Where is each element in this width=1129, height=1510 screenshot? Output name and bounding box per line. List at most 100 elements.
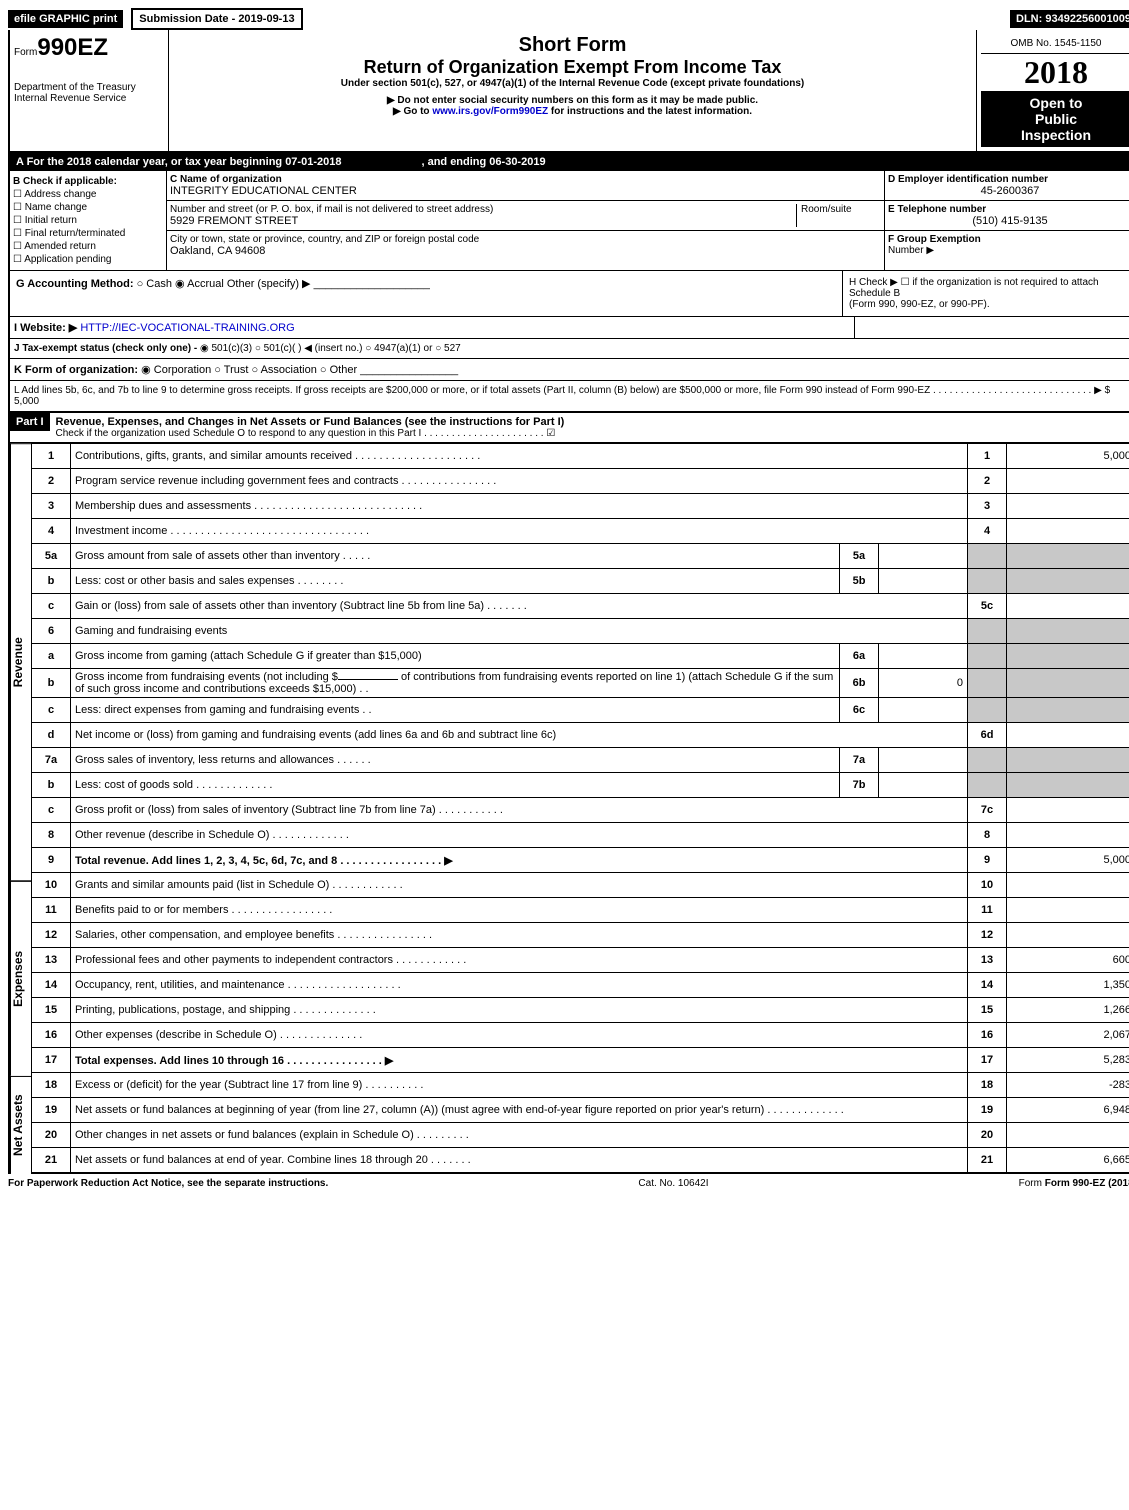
lines-table: 1Contributions, gifts, grants, and simil… [31, 443, 1129, 1174]
line-6c: cLess: direct expenses from gaming and f… [32, 698, 1129, 723]
line-7b: bLess: cost of goods sold . . . . . . . … [32, 773, 1129, 798]
goto-line: ▶ Go to www.irs.gov/Form990EZ for instru… [173, 106, 972, 117]
open-line-1: Open to [985, 95, 1127, 111]
goto-link[interactable]: www.irs.gov/Form990EZ [432, 106, 548, 117]
addr-label: Number and street (or P. O. box, if mail… [170, 204, 796, 215]
form-id-cell: Form990EZ Department of the Treasury Int… [10, 30, 169, 151]
accounting-cash[interactable]: ○ Cash [137, 278, 172, 290]
efile-print-button[interactable]: efile GRAPHIC print [8, 10, 123, 28]
line-16: 16Other expenses (describe in Schedule O… [32, 1023, 1129, 1048]
line-6a: aGross income from gaming (attach Schedu… [32, 644, 1129, 669]
section-g-label: G Accounting Method: [16, 278, 134, 290]
line-3: 3Membership dues and assessments . . . .… [32, 494, 1129, 519]
open-line-2: Public [985, 111, 1127, 127]
section-f-label: F Group Exemption [888, 234, 1129, 245]
form-title-cell: Short Form Return of Organization Exempt… [169, 30, 976, 151]
section-j-row: J Tax-exempt status (check only one) - ◉… [8, 339, 1129, 359]
section-c-block: C Name of organization INTEGRITY EDUCATI… [167, 171, 884, 270]
line-1: 1Contributions, gifts, grants, and simil… [32, 444, 1129, 469]
info-block: B Check if applicable: ☐ Address change … [8, 171, 1129, 271]
side-labels: Revenue Expenses Net Assets [10, 443, 31, 1174]
section-h: H Check ▶ ☐ if the organization is not r… [842, 271, 1129, 316]
period-row: A For the 2018 calendar year, or tax yea… [8, 153, 1129, 171]
gh-row: G Accounting Method: ○ Cash ◉ Accrual Ot… [8, 271, 1129, 317]
line-5a: 5aGross amount from sale of assets other… [32, 544, 1129, 569]
group-exemption-number: Number ▶ [888, 245, 1129, 256]
footer-right: Form Form 990-EZ (2018) [1019, 1178, 1129, 1189]
section-i-label: I Website: ▶ [14, 322, 77, 334]
accounting-accrual[interactable]: ◉ Accrual [175, 278, 224, 290]
line-4: 4Investment income . . . . . . . . . . .… [32, 519, 1129, 544]
form-of-org-options[interactable]: ◉ Corporation ○ Trust ○ Association ○ Ot… [141, 364, 357, 376]
line-2: 2Program service revenue including gover… [32, 469, 1129, 494]
city-label: City or town, state or province, country… [170, 234, 881, 245]
subtitle: Under section 501(c), 527, or 4947(a)(1)… [173, 78, 972, 89]
sidebar-netassets: Net Assets [10, 1076, 31, 1174]
section-h-sub: (Form 990, 990-EZ, or 990-PF). [849, 299, 1129, 310]
street-address: 5929 FREMONT STREET [170, 215, 796, 227]
omb-number: OMB No. 1545-1150 [981, 34, 1129, 54]
line-13: 13Professional fees and other payments t… [32, 948, 1129, 973]
line-14: 14Occupancy, rent, utilities, and mainte… [32, 973, 1129, 998]
section-k-row: K Form of organization: ◉ Corporation ○ … [8, 359, 1129, 381]
line-12: 12Salaries, other compensation, and empl… [32, 923, 1129, 948]
goto-post: for instructions and the latest informat… [548, 106, 752, 117]
submission-date: Submission Date - 2019-09-13 [131, 8, 302, 30]
section-d-label: D Employer identification number [888, 174, 1129, 185]
check-address-change[interactable]: ☐ Address change [13, 189, 163, 200]
short-form-label: Short Form [173, 34, 972, 57]
website-link[interactable]: HTTP://IEC-VOCATIONAL-TRAINING.ORG [80, 322, 294, 334]
ein-value: 45-2600367 [888, 185, 1129, 197]
form-header: Form990EZ Department of the Treasury Int… [8, 30, 1129, 153]
check-name-change[interactable]: ☐ Name change [13, 202, 163, 213]
footer: For Paperwork Reduction Act Notice, see … [8, 1174, 1129, 1189]
check-application-pending[interactable]: ☐ Application pending [13, 254, 163, 265]
line-9: 9Total revenue. Add lines 1, 2, 3, 4, 5c… [32, 848, 1129, 873]
check-initial-return[interactable]: ☐ Initial return [13, 215, 163, 226]
section-c-label: C Name of organization [170, 174, 881, 185]
line-7c: cGross profit or (loss) from sales of in… [32, 798, 1129, 823]
phone-value: (510) 415-9135 [888, 215, 1129, 227]
line-20: 20Other changes in net assets or fund ba… [32, 1123, 1129, 1148]
l6b-pre: Gross income from fundraising events (no… [75, 671, 338, 683]
open-public-box: Open to Public Inspection [981, 91, 1129, 147]
section-def-block: D Employer identification number 45-2600… [884, 171, 1129, 270]
part1-label: Part I [10, 413, 50, 431]
part1-check[interactable]: Check if the organization used Schedule … [56, 428, 1129, 439]
section-l-text: L Add lines 5b, 6c, and 7b to line 9 to … [14, 385, 1110, 396]
section-e-label: E Telephone number [888, 204, 1129, 215]
dept-treasury: Department of the Treasury [14, 82, 164, 93]
dln-number: DLN: 93492256001009 [1010, 10, 1129, 28]
section-l-row: L Add lines 5b, 6c, and 7b to line 9 to … [8, 381, 1129, 413]
line-18: 18Excess or (deficit) for the year (Subt… [32, 1073, 1129, 1098]
period-end: , and ending 06-30-2019 [421, 156, 545, 168]
accounting-other[interactable]: Other (specify) ▶ ___________________ [227, 278, 430, 290]
lines-wrapper: Revenue Expenses Net Assets 1Contributio… [8, 443, 1129, 1174]
line-6: 6Gaming and fundraising events [32, 619, 1129, 644]
line-19: 19Net assets or fund balances at beginni… [32, 1098, 1129, 1123]
form-prefix: Form [14, 47, 37, 58]
form-right-cell: OMB No. 1545-1150 2018 Open to Public In… [976, 30, 1129, 151]
check-final-return[interactable]: ☐ Final return/terminated [13, 228, 163, 239]
line-10: 10Grants and similar amounts paid (list … [32, 873, 1129, 898]
line-15: 15Printing, publications, postage, and s… [32, 998, 1129, 1023]
city-state-zip: Oakland, CA 94608 [170, 245, 881, 257]
section-i-row: I Website: ▶ HTTP://IEC-VOCATIONAL-TRAIN… [8, 317, 1129, 339]
ssn-warning: ▶ Do not enter social security numbers o… [173, 95, 972, 106]
tax-exempt-options[interactable]: ◉ 501(c)(3) ○ 501(c)( ) ◀ (insert no.) ○… [200, 343, 461, 354]
open-line-3: Inspection [985, 127, 1127, 143]
footer-left: For Paperwork Reduction Act Notice, see … [8, 1178, 328, 1189]
line-5b: bLess: cost or other basis and sales exp… [32, 569, 1129, 594]
line-6b: bGross income from fundraising events (n… [32, 669, 1129, 698]
part1-title: Revenue, Expenses, and Changes in Net As… [56, 416, 1129, 428]
section-b-label: B Check if applicable: [13, 176, 163, 187]
line-17: 17Total expenses. Add lines 10 through 1… [32, 1048, 1129, 1073]
section-j-label: J Tax-exempt status (check only one) - [14, 343, 200, 354]
return-title: Return of Organization Exempt From Incom… [173, 57, 972, 78]
line-7a: 7aGross sales of inventory, less returns… [32, 748, 1129, 773]
line-8: 8Other revenue (describe in Schedule O) … [32, 823, 1129, 848]
period-begin: A For the 2018 calendar year, or tax yea… [16, 156, 341, 168]
check-amended-return[interactable]: ☐ Amended return [13, 241, 163, 252]
footer-catno: Cat. No. 10642I [638, 1178, 708, 1189]
line-21: 21Net assets or fund balances at end of … [32, 1148, 1129, 1174]
